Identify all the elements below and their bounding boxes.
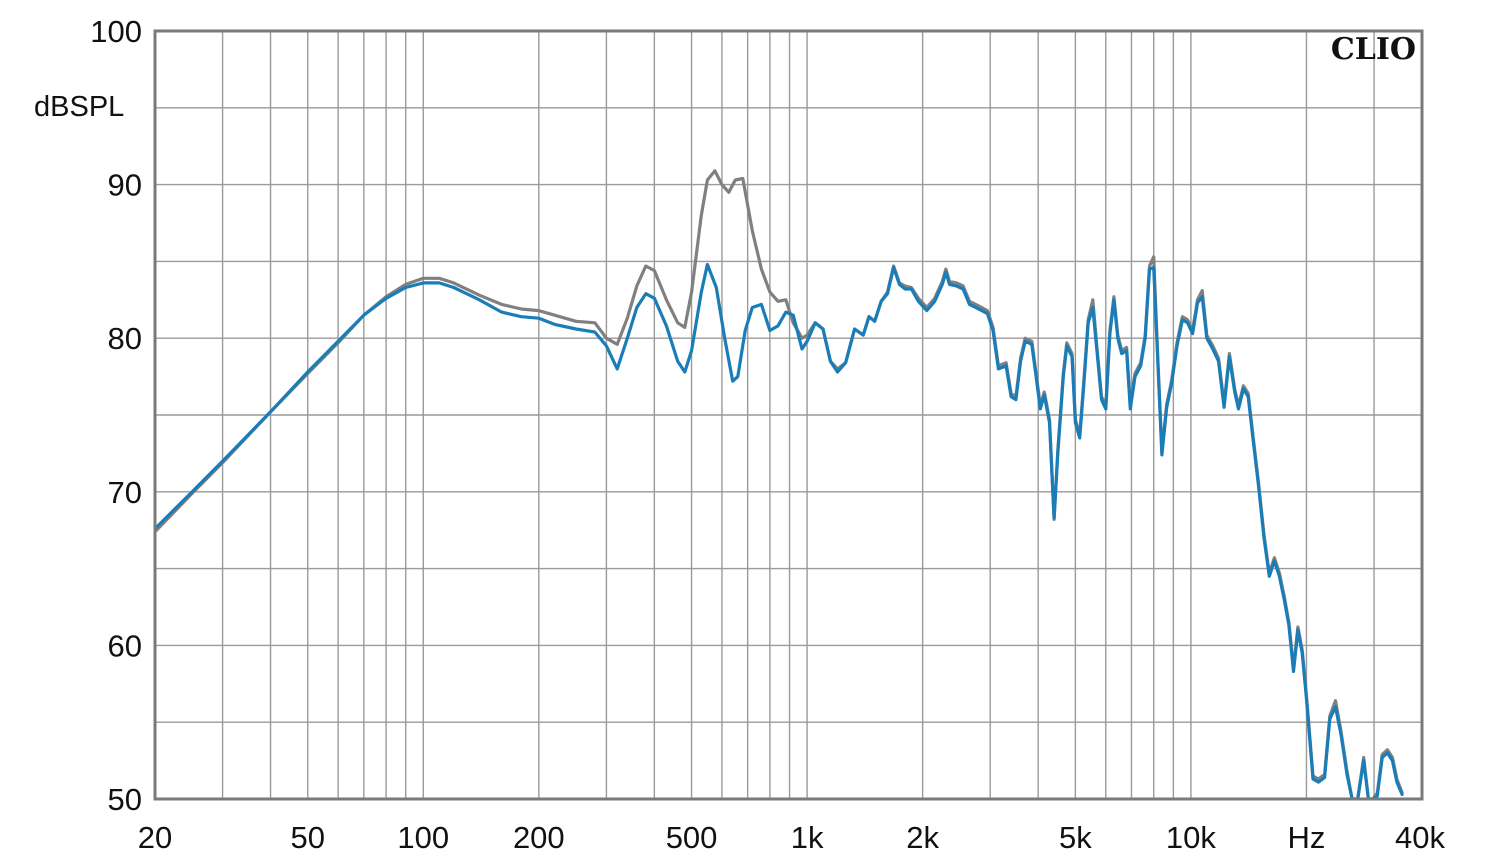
- y-tick-label: 80: [108, 321, 142, 356]
- brand-label: CLIO: [1331, 32, 1416, 67]
- x-tick-label: 200: [513, 820, 565, 855]
- x-axis-tick-labels: 20 50 100 200 500 1k 2k 5k 10k Hz 40k: [138, 820, 1446, 855]
- y-tick-label: 100: [90, 14, 142, 49]
- y-tick-label: 50: [108, 782, 142, 817]
- chart-grid: [155, 31, 1422, 799]
- y-tick-label: 70: [108, 475, 142, 510]
- x-tick-label: 10k: [1166, 820, 1216, 855]
- y-tick-label: 90: [108, 168, 142, 203]
- x-tick-label: 50: [290, 820, 324, 855]
- x-tick-label: 100: [397, 820, 449, 855]
- y-axis-tick-labels: 100 90 80 70 60 50: [90, 14, 142, 817]
- x-tick-label: 1k: [791, 820, 824, 855]
- x-tick-label: Hz: [1288, 820, 1326, 855]
- x-tick-label: 20: [138, 820, 172, 855]
- x-tick-label: 2k: [906, 820, 939, 855]
- x-tick-label: 5k: [1059, 820, 1092, 855]
- chart-series: [155, 169, 1404, 799]
- series-trace-blue: [155, 262, 1404, 799]
- plot-frame: [153, 29, 1424, 801]
- y-axis-unit-label: dBSPL: [34, 91, 124, 123]
- y-tick-label: 60: [108, 628, 142, 663]
- x-tick-label: 40k: [1395, 820, 1445, 855]
- x-tick-label: 500: [666, 820, 718, 855]
